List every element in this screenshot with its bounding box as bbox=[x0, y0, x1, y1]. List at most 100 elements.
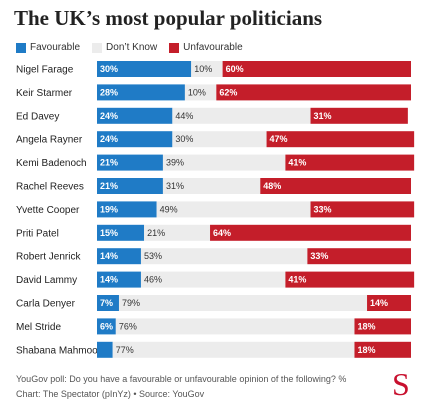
footnote-source: Chart: The Spectator (pInYz) • Source: Y… bbox=[16, 389, 205, 399]
legend-swatch-favourable bbox=[16, 42, 26, 53]
bar-favourable-ed-davey bbox=[97, 107, 173, 124]
data-label-unfavourable-priti-patel: 64% bbox=[213, 228, 231, 238]
bar-don-t-know-kemi-badenoch bbox=[162, 154, 286, 171]
category-label-mel-stride: Mel Stride bbox=[16, 322, 61, 333]
bar-unfavourable-yvette-cooper bbox=[310, 201, 415, 218]
data-label-favourable-priti-patel: 15% bbox=[100, 228, 118, 238]
data-label-favourable-yvette-cooper: 19% bbox=[100, 204, 118, 214]
bar-unfavourable-rachel-reeves bbox=[260, 178, 411, 194]
data-label-don-t-know-shabana-mahmood: 77% bbox=[116, 345, 134, 355]
data-label-favourable-rachel-reeves: 21% bbox=[100, 181, 118, 191]
category-label-nigel-farage: Nigel Farage bbox=[16, 65, 74, 76]
bar-don-t-know-nigel-farage bbox=[191, 61, 223, 77]
legend-swatch-dont-know bbox=[92, 42, 103, 53]
data-label-favourable-mel-stride: 6% bbox=[100, 321, 113, 331]
data-label-don-t-know-robert-jenrick: 53% bbox=[144, 251, 162, 261]
data-label-unfavourable-shabana-mahmood: 18% bbox=[357, 345, 375, 355]
category-label-ed-davey: Ed Davey bbox=[16, 111, 59, 122]
bar-unfavourable-mel-stride bbox=[354, 318, 411, 335]
bar-favourable-keir-starmer bbox=[97, 84, 185, 101]
bar-favourable-yvette-cooper bbox=[97, 201, 157, 218]
bar-favourable-priti-patel bbox=[97, 224, 145, 241]
data-label-favourable-angela-rayner: 24% bbox=[100, 134, 118, 144]
data-label-don-t-know-keir-starmer: 10% bbox=[188, 87, 206, 97]
bar-don-t-know-rachel-reeves bbox=[162, 178, 261, 194]
data-label-unfavourable-yvette-cooper: 33% bbox=[314, 204, 332, 214]
data-label-unfavourable-mel-stride: 18% bbox=[357, 321, 375, 331]
data-label-unfavourable-nigel-farage: 60% bbox=[226, 64, 244, 74]
legend-swatch-unfavourable bbox=[169, 42, 180, 53]
bar-favourable-robert-jenrick bbox=[97, 248, 141, 265]
chart-title: The UK’s most popular politicians bbox=[14, 6, 323, 30]
category-label-carla-denyer: Carla Denyer bbox=[16, 299, 76, 310]
legend-label-favourable: Favourable bbox=[30, 42, 81, 53]
data-label-don-t-know-priti-patel: 21% bbox=[147, 228, 165, 238]
data-label-unfavourable-ed-davey: 31% bbox=[314, 111, 332, 121]
data-label-don-t-know-yvette-cooper: 49% bbox=[160, 204, 178, 214]
data-label-favourable-david-lammy: 14% bbox=[100, 275, 118, 285]
bar-don-t-know-robert-jenrick bbox=[140, 248, 308, 265]
legend-item-dont-know: Don’t Know bbox=[92, 42, 157, 53]
bar-favourable-angela-rayner bbox=[97, 131, 173, 148]
category-label-david-lammy: David Lammy bbox=[16, 275, 77, 286]
bar-unfavourable-angela-rayner bbox=[266, 131, 415, 148]
data-label-unfavourable-kemi-badenoch: 41% bbox=[288, 158, 306, 168]
category-label-robert-jenrick: Robert Jenrick bbox=[16, 252, 81, 263]
bar-favourable-nigel-farage bbox=[97, 61, 192, 77]
bar-favourable-kemi-badenoch bbox=[97, 154, 163, 171]
data-label-don-t-know-mel-stride: 76% bbox=[119, 321, 137, 331]
bar-don-t-know-ed-davey bbox=[172, 107, 311, 124]
bar-unfavourable-robert-jenrick bbox=[307, 248, 411, 265]
footnote-question: YouGov poll: Do you have a favourable or… bbox=[16, 374, 347, 384]
bar-don-t-know-yvette-cooper bbox=[156, 201, 311, 218]
bar-favourable-carla-denyer bbox=[97, 295, 119, 311]
bar-don-t-know-keir-starmer bbox=[184, 84, 217, 101]
bar-don-t-know-shabana-mahmood bbox=[112, 341, 355, 358]
data-label-don-t-know-angela-rayner: 30% bbox=[175, 134, 193, 144]
data-label-don-t-know-nigel-farage: 10% bbox=[194, 64, 212, 74]
bar-don-t-know-priti-patel bbox=[144, 224, 211, 241]
legend-label-dont-know: Don’t Know bbox=[106, 42, 158, 53]
category-label-yvette-cooper: Yvette Cooper bbox=[16, 205, 80, 216]
bar-favourable-rachel-reeves bbox=[97, 178, 163, 194]
data-label-favourable-carla-denyer: 7% bbox=[100, 298, 113, 308]
category-label-keir-starmer: Keir Starmer bbox=[16, 88, 73, 99]
bar-unfavourable-ed-davey bbox=[310, 107, 408, 124]
bar-unfavourable-david-lammy bbox=[285, 271, 415, 288]
category-label-shabana-mahmood: Shabana Mahmood bbox=[16, 345, 103, 356]
legend-item-unfavourable: Unfavourable bbox=[169, 42, 243, 53]
data-label-favourable-keir-starmer: 28% bbox=[100, 87, 118, 97]
data-label-favourable-kemi-badenoch: 21% bbox=[100, 158, 118, 168]
data-label-don-t-know-rachel-reeves: 31% bbox=[166, 181, 184, 191]
legend-item-favourable: Favourable bbox=[16, 42, 80, 53]
data-label-favourable-robert-jenrick: 14% bbox=[100, 251, 118, 261]
bar-don-t-know-mel-stride bbox=[115, 318, 355, 335]
bar-favourable-shabana-mahmood bbox=[97, 341, 113, 358]
legend-label-unfavourable: Unfavourable bbox=[183, 42, 243, 53]
bar-unfavourable-priti-patel bbox=[210, 224, 411, 241]
data-label-don-t-know-kemi-badenoch: 39% bbox=[166, 158, 184, 168]
data-label-unfavourable-rachel-reeves: 48% bbox=[263, 181, 281, 191]
data-label-don-t-know-david-lammy: 46% bbox=[144, 275, 162, 285]
data-label-unfavourable-keir-starmer: 62% bbox=[219, 87, 237, 97]
category-label-priti-patel: Priti Patel bbox=[16, 228, 59, 239]
bar-unfavourable-shabana-mahmood bbox=[354, 341, 411, 358]
bar-don-t-know-carla-denyer bbox=[118, 295, 368, 311]
bar-unfavourable-keir-starmer bbox=[216, 84, 411, 101]
bar-unfavourable-kemi-badenoch bbox=[285, 154, 415, 171]
data-label-unfavourable-david-lammy: 41% bbox=[288, 275, 306, 285]
bar-favourable-david-lammy bbox=[97, 271, 141, 288]
bar-don-t-know-angela-rayner bbox=[172, 131, 267, 148]
data-label-unfavourable-angela-rayner: 47% bbox=[270, 134, 288, 144]
category-label-rachel-reeves: Rachel Reeves bbox=[16, 182, 84, 193]
data-label-favourable-nigel-farage: 30% bbox=[100, 64, 118, 74]
data-label-don-t-know-ed-davey: 44% bbox=[175, 111, 193, 121]
data-label-favourable-ed-davey: 24% bbox=[100, 111, 118, 121]
bar-don-t-know-david-lammy bbox=[140, 271, 286, 288]
data-label-unfavourable-robert-jenrick: 33% bbox=[310, 251, 328, 261]
category-label-angela-rayner: Angela Rayner bbox=[16, 135, 83, 146]
spectator-logo: S bbox=[392, 366, 410, 402]
bar-unfavourable-nigel-farage bbox=[222, 61, 411, 77]
legend: Favourable Don’t Know Unfavourable bbox=[16, 42, 243, 53]
